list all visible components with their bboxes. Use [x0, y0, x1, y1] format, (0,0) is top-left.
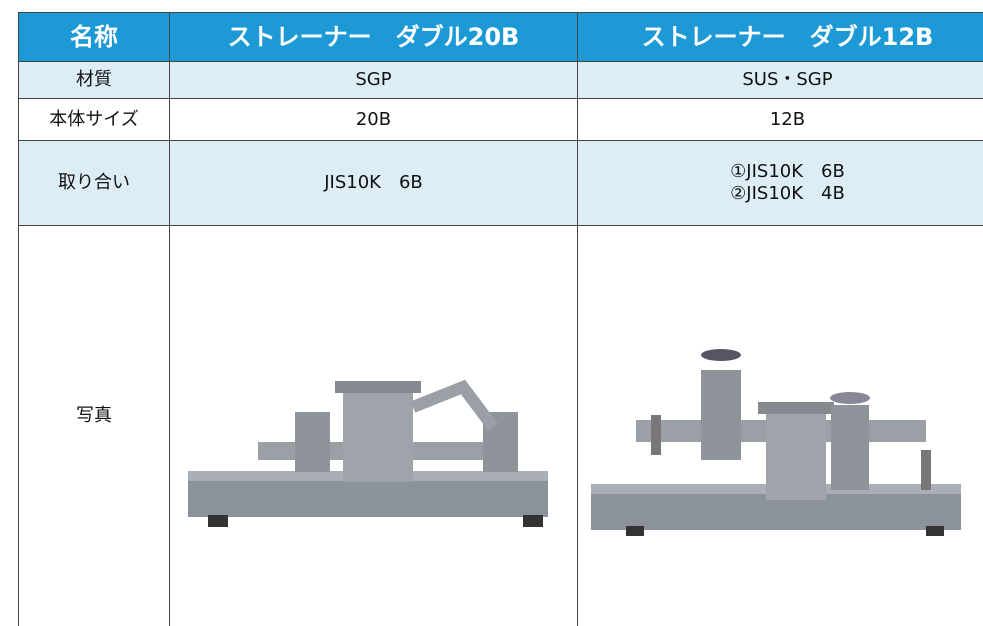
cell-line: ①JIS10K 6B [730, 161, 845, 182]
handwheel [701, 349, 741, 361]
cell: SUS・SGP [578, 62, 983, 99]
header-cell: 名称 [18, 12, 170, 62]
cell: JIS10K 6B [170, 141, 578, 226]
wheel [626, 526, 644, 536]
cell: 12B [578, 99, 983, 141]
cell: ①JIS10K 6B ②JIS10K 4B [578, 141, 983, 226]
handwheel [830, 392, 870, 404]
flange [651, 415, 661, 455]
header-cell: ストレーナー ダブル20B [170, 12, 578, 62]
cell-line: ②JIS10K 4B [730, 183, 845, 204]
row-label: 写真 [18, 226, 170, 626]
strainer-body [766, 410, 826, 500]
row-label: 本体サイズ [18, 99, 170, 141]
row-label: 取り合い [18, 141, 170, 226]
strainer-flange [758, 402, 834, 414]
valve [701, 370, 741, 460]
spec-table: 名称 ストレーナー ダブル20B ストレーナー ダブル12B 材質 SGP SU… [18, 12, 983, 626]
strainer-flange [335, 381, 421, 393]
wheel [926, 526, 944, 536]
valve [831, 405, 869, 490]
cell: 20B [170, 99, 578, 141]
header-cell: ストレーナー ダブル12B [578, 12, 983, 62]
wheel [208, 515, 228, 527]
valve [295, 412, 330, 472]
bypass-pipe [410, 379, 498, 431]
skid [188, 477, 548, 517]
photo-strainer-12b [591, 349, 961, 536]
photo-cell [170, 226, 578, 626]
flange [921, 450, 931, 490]
label-text: 写真 [76, 405, 112, 426]
row-label: 材質 [18, 62, 170, 99]
strainer-body [343, 387, 413, 482]
photo-strainer-20b [188, 379, 548, 527]
cell: SGP [170, 62, 578, 99]
wheel [523, 515, 543, 527]
